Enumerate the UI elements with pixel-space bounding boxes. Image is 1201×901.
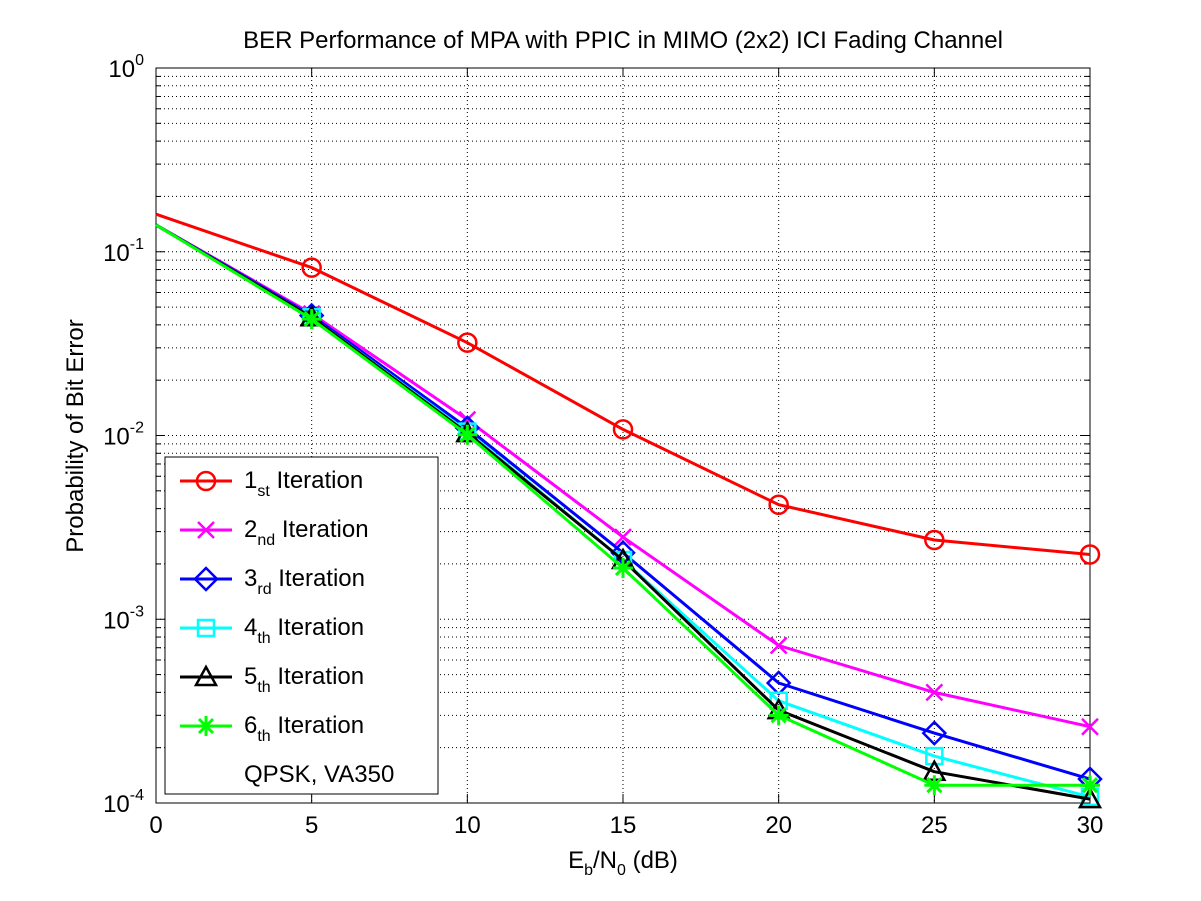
legend-swatch-marker: [196, 716, 216, 736]
legend-label-suffix: th: [257, 630, 270, 647]
y-axis-label: Probability of Bit Error: [62, 319, 89, 552]
legend-label-rest: Iteration: [272, 565, 365, 592]
legend-label-rest: Iteration: [275, 516, 368, 543]
series-3-point: [921, 720, 948, 746]
legend-label-num: 4: [244, 614, 257, 641]
legend-swatch-marker: [193, 566, 219, 592]
legend-label-suffix: th: [257, 728, 270, 745]
series-6-point: [1080, 775, 1100, 796]
series-2-point: [769, 636, 788, 655]
series-line-1: [155, 212, 1091, 556]
series-1-point: [301, 257, 322, 278]
y-tick-label-base: 10: [103, 240, 130, 267]
legend-label-num: 3: [244, 565, 257, 592]
legend-label-rest: Iteration: [270, 467, 363, 494]
series-6: [155, 223, 1100, 796]
legend-label-suffix: th: [257, 679, 270, 696]
legend-label-suffix: nd: [257, 532, 275, 549]
legend-annotation: QPSK, VA350: [244, 761, 394, 788]
legend-item-4: 4th Iteration: [180, 614, 364, 647]
series-6-point: [768, 705, 789, 726]
y-tick-label: 10-4: [103, 787, 144, 818]
legend-swatch-marker: [195, 470, 217, 492]
y-tick-label-exp: -2: [130, 420, 144, 437]
series-1-point: [612, 419, 634, 440]
legend-label-rest: Iteration: [271, 614, 364, 641]
y-tick-label-base: 10: [108, 56, 135, 83]
series-6-point: [301, 309, 322, 330]
legend-label-suffix: rd: [257, 581, 271, 598]
y-tick-label-base: 10: [103, 791, 130, 818]
series-2-point: [614, 528, 632, 546]
legend-item-2: 2nd Iteration: [180, 516, 369, 549]
legend-item-3: 3rd Iteration: [180, 565, 365, 598]
legend-label-num: 2: [244, 516, 257, 543]
series-1-point: [1079, 544, 1101, 565]
y-tick-label: 10-3: [103, 603, 144, 634]
legend-swatch-marker: [197, 521, 215, 539]
y-tick-label-exp: -3: [130, 603, 144, 620]
y-tick-label-exp: 0: [135, 52, 144, 69]
legend-label-num: 6: [244, 712, 257, 739]
y-tick-label-exp: -1: [130, 236, 144, 253]
series-1-point: [924, 529, 945, 551]
legend-item-6: 6th Iteration: [180, 712, 364, 745]
x-tick-label: 5: [305, 812, 318, 839]
x-axis-label-mid: /N: [593, 847, 617, 874]
series-6-point: [457, 424, 478, 445]
x-axis-label-sub1: b: [584, 862, 593, 879]
legend-label: 6th Iteration: [244, 712, 364, 745]
series-5-point: [1077, 786, 1103, 809]
series-2-point: [925, 683, 944, 702]
legend-label-suffix: st: [257, 483, 270, 500]
legend-label-num: 1: [244, 467, 257, 494]
x-axis-label-sub2: 0: [617, 862, 626, 879]
series-6-point: [613, 558, 633, 579]
x-tick-label: 0: [149, 812, 162, 839]
x-tick-label: 25: [921, 812, 948, 839]
x-axis-label-tail: (dB): [626, 847, 678, 874]
legend-item-1: 1st Iteration: [180, 467, 363, 500]
series-1: [155, 212, 1101, 565]
legend-swatch-marker: [196, 618, 216, 638]
x-tick-label: 20: [765, 812, 792, 839]
y-tick-label-base: 10: [103, 607, 130, 634]
legend-label-rest: Iteration: [271, 712, 364, 739]
chart-title: BER Performance of MPA with PPIC in MIMO…: [243, 27, 1003, 54]
legend-label-rest: Iteration: [271, 663, 364, 690]
legend-label: 1st Iteration: [244, 467, 363, 500]
legend-box: [164, 456, 439, 795]
y-tick-label-base: 10: [103, 424, 130, 451]
legend-label: 3rd Iteration: [244, 565, 365, 598]
y-tick-label: 100: [108, 52, 144, 83]
series-2-point: [1081, 717, 1099, 736]
y-tick-label-exp: -4: [130, 787, 144, 804]
legend-swatch-marker: [193, 664, 219, 687]
series-1-point: [457, 332, 478, 353]
series-layer: [155, 212, 1103, 809]
x-tick-label: 15: [610, 812, 637, 839]
x-tick-label: 10: [454, 812, 481, 839]
y-tick-label: 10-2: [103, 420, 144, 451]
legend-label-num: 5: [244, 663, 257, 690]
x-axis-label: Eb/N0 (dB): [568, 847, 678, 879]
x-tick-label: 30: [1077, 812, 1104, 839]
legend-label: 4th Iteration: [244, 614, 364, 647]
legend-label: 5th Iteration: [244, 663, 364, 696]
legend-item-5: 5th Iteration: [180, 663, 364, 696]
series-1-point: [768, 494, 789, 515]
legend-label: 2nd Iteration: [244, 516, 369, 549]
x-axis-label-base1: E: [568, 847, 584, 874]
series-6-point: [924, 775, 945, 796]
y-tick-label: 10-1: [103, 236, 144, 267]
